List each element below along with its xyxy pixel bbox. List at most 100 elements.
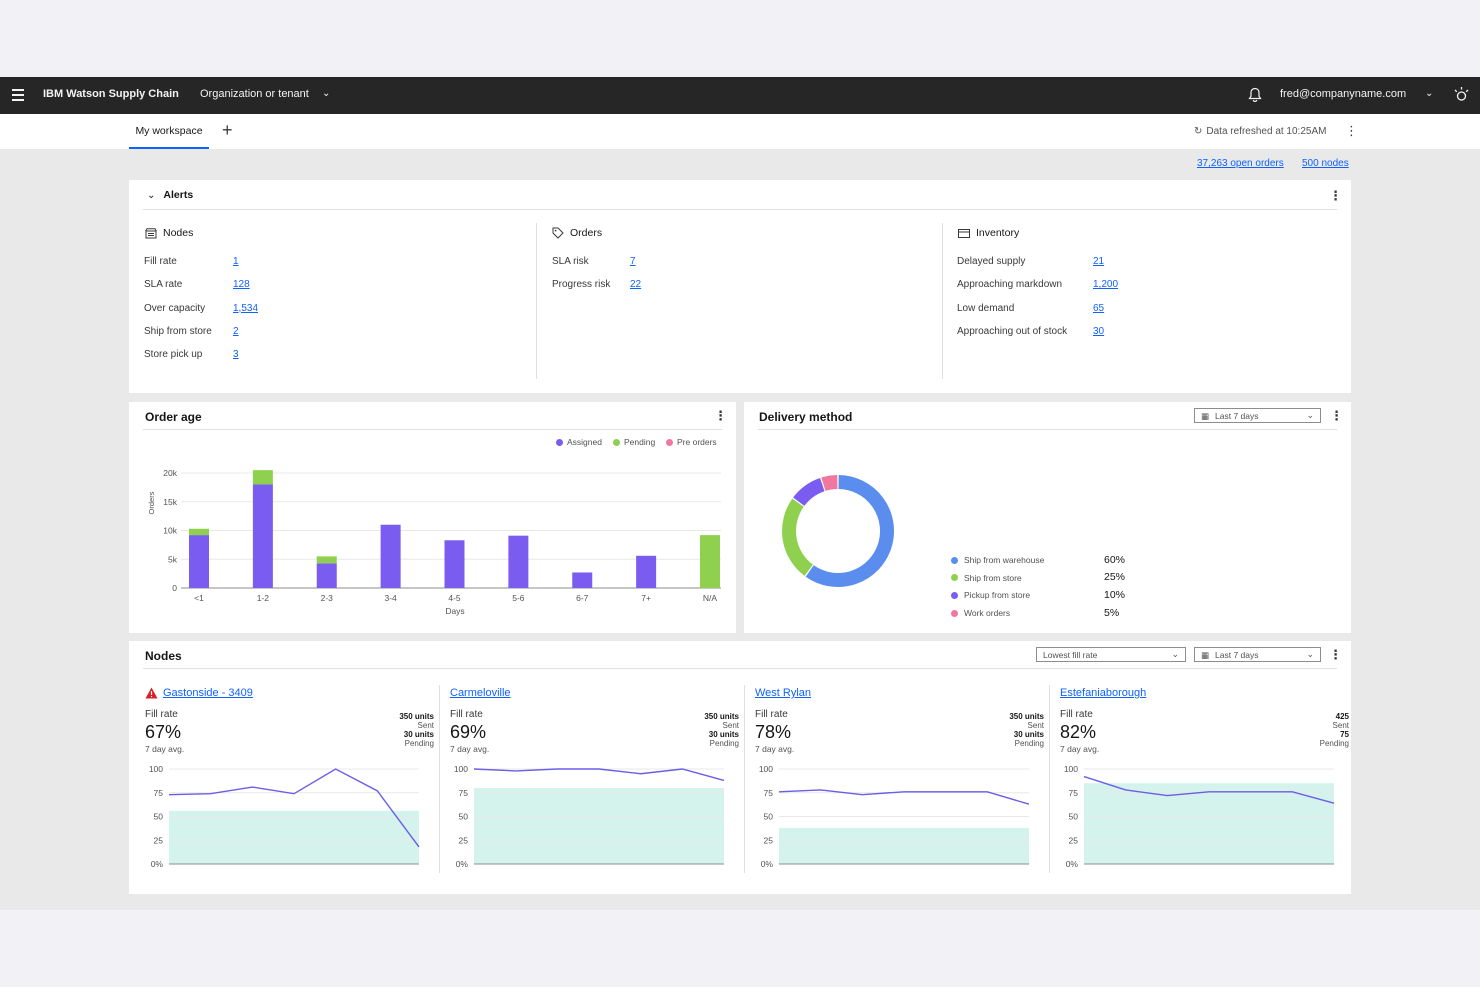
divider	[143, 429, 722, 430]
target-band	[169, 810, 419, 864]
x-axis-label: Days	[445, 606, 464, 616]
data-refresh-status[interactable]: ↻ Data refreshed at 10:25AM	[1194, 126, 1326, 137]
bar-segment-assigned[interactable]	[380, 524, 401, 588]
alert-count-link[interactable]: 7	[630, 256, 636, 267]
refresh-text: Data refreshed at 10:25AM	[1206, 126, 1327, 137]
order-age-title: Order age	[145, 410, 202, 424]
divider	[143, 668, 1337, 669]
add-tab-icon[interactable]: +	[222, 120, 233, 140]
order-age-card: Order age ⋮ Assigned Pending Pre orders …	[129, 402, 736, 633]
alert-count-link[interactable]: 128	[233, 279, 250, 291]
pending-units: 30 units	[1013, 730, 1044, 739]
node-name-link[interactable]: Estefaniaborough	[1060, 687, 1147, 699]
overflow-menu-icon[interactable]: ⋮	[1330, 408, 1343, 423]
bar-segment-assigned[interactable]	[316, 563, 337, 588]
bar-segment-assigned[interactable]	[444, 540, 465, 588]
alerts-orders-heading: Orders	[552, 227, 602, 239]
sort-dropdown[interactable]: Lowest fill rate ⌄	[1036, 647, 1186, 662]
bar-segment-assigned[interactable]	[189, 535, 209, 588]
alerts-header[interactable]: ⌄ Alerts	[147, 189, 193, 201]
fill-rate-line[interactable]	[473, 768, 725, 782]
fill-rate-line[interactable]	[778, 789, 1030, 805]
date-range-dropdown[interactable]: ▦ Last 7 days ⌄	[1194, 408, 1321, 423]
y-tick-label: 5k	[168, 554, 178, 564]
legend-label: Pickup from store	[964, 590, 1031, 601]
donut-slice[interactable]	[821, 475, 838, 491]
alert-label: Over capacity	[144, 302, 206, 314]
alert-count-link[interactable]: 1	[233, 256, 239, 267]
bar-segment-assigned[interactable]	[508, 535, 529, 588]
alert-count-link[interactable]: 65	[1093, 302, 1105, 314]
nodes-section-title: Nodes	[163, 227, 194, 239]
y-tick-label: 75	[154, 788, 164, 798]
overflow-menu-icon[interactable]: ⋮	[714, 408, 727, 423]
fill-rate-line-chart: 100 75 50 25 0%	[149, 764, 420, 869]
alert-label: Delayed supply	[957, 256, 1026, 267]
y-tick-label: 50	[1069, 812, 1079, 822]
alert-count-link[interactable]: 1,534	[233, 302, 259, 314]
donut-slice[interactable]	[793, 477, 825, 507]
bar-segment-assigned[interactable]	[572, 572, 593, 588]
watson-assistant-icon[interactable]	[1453, 86, 1470, 103]
bar-segment-pending[interactable]	[316, 556, 337, 564]
alert-count-link[interactable]: 2	[233, 325, 239, 337]
inventory-section-title: Inventory	[976, 227, 1020, 239]
nodes-link[interactable]: 500 nodes	[1302, 158, 1349, 169]
orders-section-title: Orders	[570, 227, 603, 239]
fill-rate-caption: 7 day avg.	[145, 744, 185, 754]
donut-slice[interactable]	[782, 498, 814, 576]
node-name-link[interactable]: Gastonside - 3409	[163, 687, 253, 699]
fill-rate-line[interactable]	[168, 768, 420, 848]
date-range-dropdown[interactable]: ▦ Last 7 days ⌄	[1194, 647, 1321, 662]
fill-rate-label: Fill rate	[755, 709, 788, 720]
bar-segment-pending[interactable]	[252, 470, 273, 485]
overflow-menu-icon[interactable]: ⋮	[1329, 647, 1342, 662]
fill-rate-caption: 7 day avg.	[755, 744, 795, 754]
chevron-down-icon: ⌄	[1306, 649, 1314, 659]
fill-rate-value: 82%	[1060, 722, 1097, 742]
donut-slice[interactable]	[805, 475, 894, 587]
node-name-link[interactable]: West Rylan	[755, 687, 812, 699]
y-tick-label: 0	[172, 583, 177, 593]
tab-my-workspace[interactable]: My workspace	[129, 114, 209, 149]
nodes-card: Nodes Lowest fill rate ⌄ ▦ Last 7 days ⌄ ⋮ …	[129, 641, 1351, 894]
alert-count-link[interactable]: 22	[630, 279, 642, 291]
fill-rate-line[interactable]	[1083, 775, 1335, 804]
alert-count-link[interactable]: 1,200	[1093, 279, 1119, 291]
bar-segment-pending[interactable]	[189, 528, 209, 536]
alert-label: Progress risk	[552, 279, 611, 291]
overflow-menu-icon[interactable]: ⋮	[1345, 123, 1358, 138]
alerts-card: ⌄ Alerts ⋮ Nodes Fill rate 1 SLA rate 128 Ov…	[129, 180, 1351, 393]
user-menu[interactable]: fred@companyname.com	[1280, 88, 1407, 100]
overflow-menu-icon[interactable]: ⋮	[1329, 188, 1342, 203]
pending-label: Pending	[404, 739, 434, 748]
sent-label: Sent	[1332, 721, 1349, 730]
chevron-down-icon[interactable]: ⌄	[322, 88, 331, 99]
chevron-down-icon[interactable]: ⌄	[1425, 88, 1434, 99]
legend-dot	[951, 591, 958, 599]
refresh-icon[interactable]: ↻	[1194, 126, 1203, 137]
notification-bell-icon[interactable]	[1248, 87, 1262, 103]
alert-label: Low demand	[957, 302, 1015, 314]
bar-segment-assigned[interactable]	[252, 484, 273, 589]
node-name-link[interactable]: Carmeloville	[450, 687, 511, 699]
tenant-switcher[interactable]: Organization or tenant	[200, 88, 309, 100]
x-tick-label: 6-7	[576, 593, 589, 603]
chevron-down-icon[interactable]: ⌄	[147, 189, 156, 201]
bar-segment-assigned[interactable]	[636, 555, 657, 588]
alert-count-link[interactable]: 3	[233, 349, 239, 361]
chevron-down-icon: ⌄	[1171, 649, 1179, 659]
legend-dot	[556, 438, 563, 446]
alert-label: SLA risk	[552, 256, 589, 267]
open-orders-link[interactable]: 37,263 open orders	[1197, 158, 1284, 169]
sent-label: Sent	[1027, 721, 1044, 730]
bar-segment-pending[interactable]	[700, 535, 720, 588]
alert-count-link[interactable]: 30	[1093, 325, 1105, 337]
chevron-down-icon: ⌄	[1306, 410, 1314, 420]
inventory-icon	[958, 228, 970, 238]
legend-percent: 10%	[1104, 588, 1126, 601]
warning-icon	[145, 687, 158, 699]
y-tick-label: 50	[764, 812, 774, 822]
alert-count-link[interactable]: 21	[1093, 256, 1105, 267]
menu-icon[interactable]	[12, 89, 24, 101]
